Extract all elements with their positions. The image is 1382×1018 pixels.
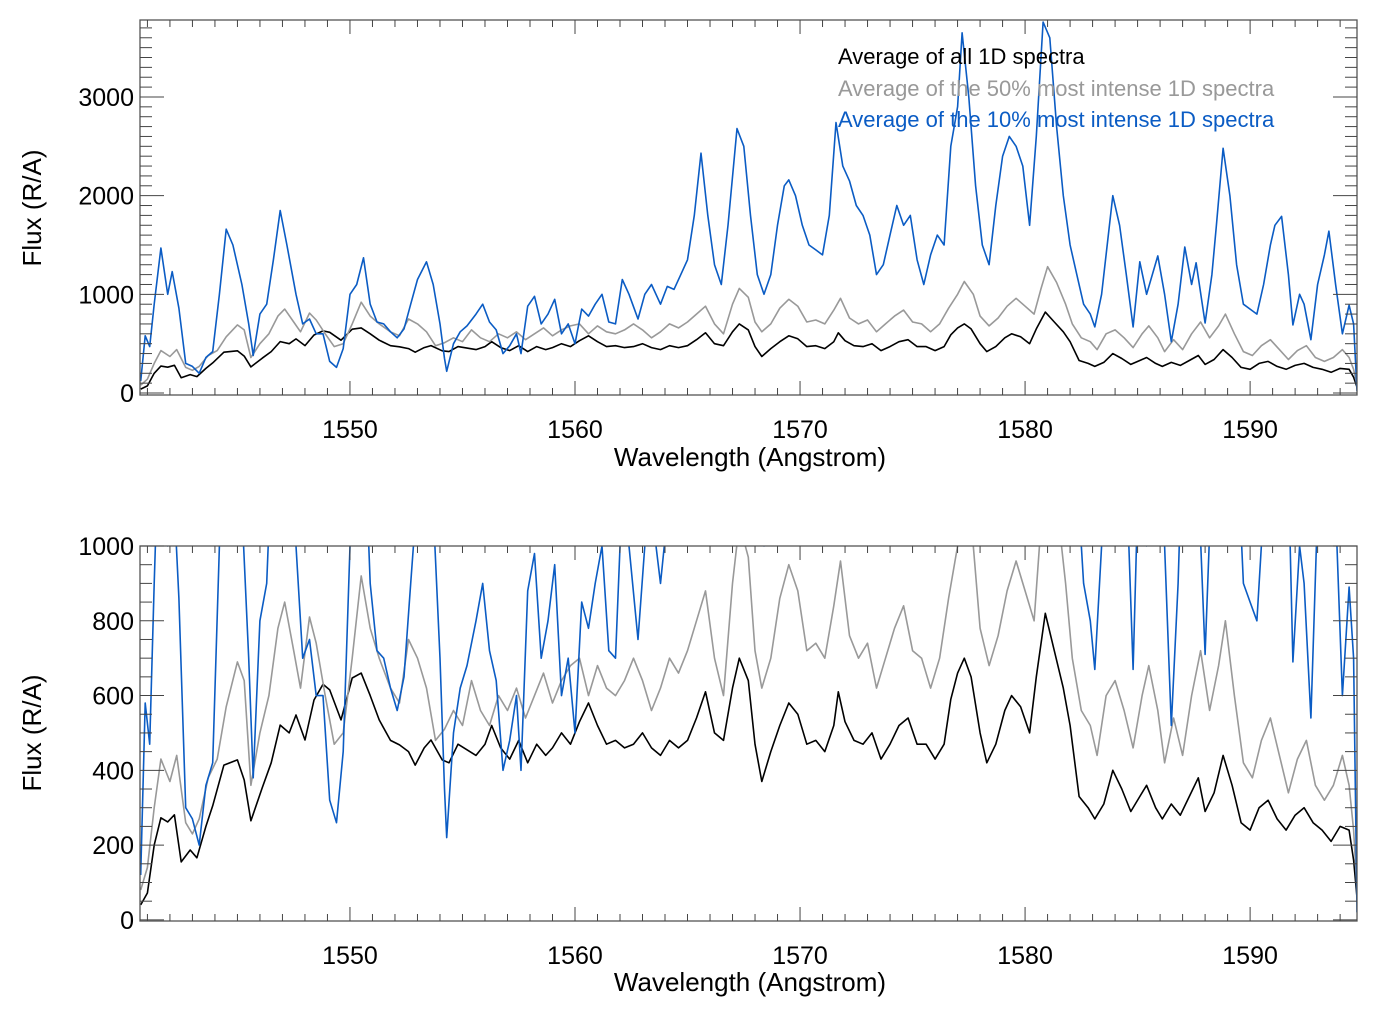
bottom-x-tick-labels: 1550 1560 1570 1580 1590	[322, 942, 1278, 970]
top-y-tick-label: 3000	[78, 84, 134, 112]
top-x-tick-label: 1560	[547, 416, 603, 444]
bottom-y-axis-title: Flux (R/A)	[17, 675, 47, 792]
legend-entry-10pct: Average of the 10% most intense 1D spect…	[838, 107, 1275, 132]
legend-entry-all: Average of all 1D spectra	[838, 44, 1085, 69]
top-y-tick-label: 2000	[78, 183, 134, 211]
bottom-panel: 0 200 400 600 800 1000 1550 1560 1570 1580 1590 W…	[17, 533, 1358, 997]
top-series-group	[140, 21, 1357, 392]
legend-entry-50pct: Average of the 50% most intense 1D spect…	[838, 76, 1275, 101]
top-y-axis-title: Flux (R/A)	[17, 150, 47, 267]
top-axes	[139, 19, 1358, 396]
top-series-line-all	[140, 311, 1357, 390]
bot-y-tick-label: 0	[120, 907, 134, 935]
bot-series-line-all	[140, 612, 1357, 906]
top-x-axis-title: Wavelength (Angstrom)	[614, 442, 886, 472]
bottom-series-group	[140, 546, 1357, 913]
top-plot-frame	[139, 19, 1358, 396]
top-x-tick-label: 1570	[772, 416, 828, 444]
bottom-y-tick-labels: 0 200 400 600 800 1000	[78, 533, 134, 935]
bottom-axes	[139, 545, 1358, 922]
top-panel: 0 1000 2000 3000 1550 1560 1570 1580 1590 Wavel…	[17, 19, 1358, 472]
top-x-tick-label: 1550	[322, 416, 378, 444]
top-y-tick-label: 0	[120, 380, 134, 408]
bot-x-tick-label: 1590	[1222, 942, 1278, 970]
top-x-tick-labels: 1550 1560 1570 1580 1590	[322, 416, 1278, 444]
top-series-line-50pct	[140, 265, 1357, 386]
top-x-tick-label: 1590	[1222, 416, 1278, 444]
bot-x-tick-label: 1560	[547, 942, 603, 970]
top-y-tick-label: 1000	[78, 281, 134, 309]
bot-plot-frame	[139, 545, 1358, 922]
bot-y-tick-label: 400	[92, 757, 134, 785]
bot-series-line-50pct	[140, 546, 1357, 891]
bot-y-tick-label: 600	[92, 683, 134, 711]
bot-x-tick-label: 1570	[772, 942, 828, 970]
bot-y-tick-label: 1000	[78, 533, 134, 561]
legend: Average of all 1D spectra Average of the…	[838, 44, 1275, 132]
top-series-line-10pct	[140, 21, 1357, 392]
bot-y-tick-label: 200	[92, 832, 134, 860]
top-y-tick-labels: 0 1000 2000 3000	[78, 84, 134, 408]
bot-y-tick-label: 800	[92, 608, 134, 636]
bot-series-line-10pct	[140, 546, 1357, 913]
bot-x-tick-label: 1550	[322, 942, 378, 970]
top-x-tick-label: 1580	[997, 416, 1053, 444]
bot-x-tick-label: 1580	[997, 942, 1053, 970]
bottom-x-axis-title: Wavelength (Angstrom)	[614, 967, 886, 997]
